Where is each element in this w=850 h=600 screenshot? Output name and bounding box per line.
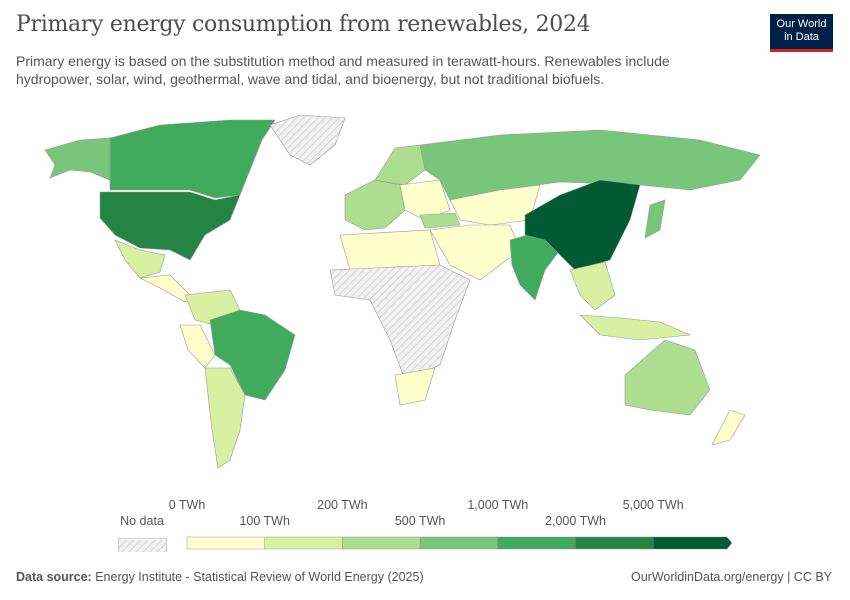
footer-url[interactable]: OurWorldinData.org/energy | CC BY (630, 570, 832, 584)
legend-bin-2[interactable] (342, 536, 421, 550)
subtitle: Primary energy is based on the substitut… (16, 53, 670, 87)
country-turkey[interactable] (419, 212, 461, 229)
country-argentina-chile[interactable] (204, 367, 246, 469)
country-south-africa[interactable] (394, 367, 436, 406)
country-china[interactable] (524, 179, 641, 271)
country-indonesia[interactable] (579, 314, 692, 341)
legend-tick-label: 500 TWh (394, 514, 446, 528)
footer-source: Data source: Energy Institute - Statisti… (16, 570, 424, 584)
legend-tick-label: 5,000 TWh (622, 498, 684, 512)
country-scandinavia[interactable] (374, 144, 426, 186)
country-mexico[interactable] (114, 239, 166, 279)
legend-no-data-label: No data (120, 514, 164, 528)
owid-logo[interactable]: Our World in Data (770, 14, 833, 52)
country-peru-ecuador[interactable] (179, 324, 216, 369)
legend-bin-6[interactable] (653, 536, 733, 550)
legend-bin-0[interactable] (186, 536, 265, 550)
source-label: Data source: (16, 570, 92, 584)
country-sub-saharan-africa[interactable] (329, 264, 471, 381)
legend-bin-1[interactable] (264, 536, 343, 550)
logo-text: Our World in Data (776, 18, 827, 43)
legend-no-data-swatch[interactable] (118, 538, 167, 552)
legend-tick-label: 1,000 TWh (467, 498, 529, 512)
country-canada[interactable] (109, 119, 276, 199)
country-europe-west[interactable] (344, 179, 406, 231)
country-australia[interactable] (624, 339, 711, 416)
country-brazil[interactable] (209, 309, 296, 401)
country-southeast-asia[interactable] (569, 261, 616, 311)
country-alaska[interactable] (44, 137, 111, 181)
legend-bin-5[interactable] (575, 536, 654, 550)
legend: No data 0 TWh 100 TWh 200 TWh 500 TWh 1,000 … (0, 495, 850, 555)
country-greenland[interactable] (269, 114, 346, 166)
country-russia[interactable] (419, 129, 761, 201)
legend-tick-label: 200 TWh (317, 498, 368, 512)
country-united-states[interactable] (99, 191, 241, 261)
legend-bin-4[interactable] (497, 536, 576, 550)
world-map (44, 114, 761, 469)
country-new-zealand[interactable] (711, 409, 746, 446)
source-text: Energy Institute - Statistical Review of… (95, 570, 424, 584)
legend-bin-3[interactable] (419, 536, 499, 550)
legend-color-bar (186, 536, 733, 550)
page-title: Primary energy consumption from renewabl… (16, 12, 591, 37)
legend-tick-label: 2,000 TWh (545, 514, 606, 528)
legend-tick-label: 100 TWh (239, 514, 290, 528)
legend-tick-label: 0 TWh (168, 498, 206, 512)
country-japan[interactable] (644, 199, 666, 239)
